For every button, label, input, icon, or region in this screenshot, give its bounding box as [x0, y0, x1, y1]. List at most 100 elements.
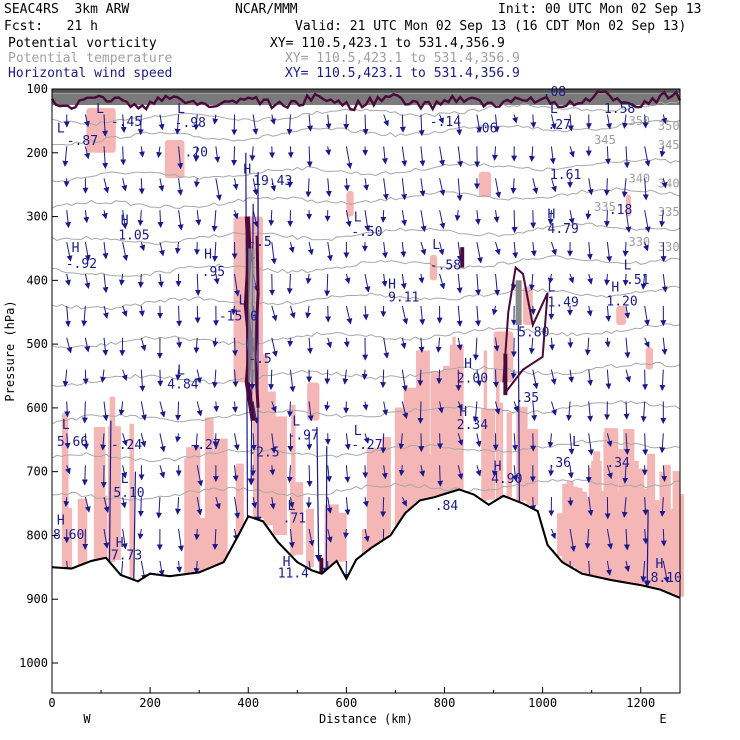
wind-vector [289, 369, 296, 393]
theta-isentrope [51, 100, 681, 127]
y-tick-label: 800 [26, 528, 48, 542]
wind-vector [270, 178, 277, 192]
wind-vector [137, 114, 144, 136]
wind-vector [325, 178, 332, 197]
wind-vector [174, 242, 181, 255]
wind-vector [196, 369, 202, 384]
wind-vector [548, 337, 555, 351]
wind-vector [121, 210, 128, 230]
wind-vector [176, 337, 183, 349]
theta-isentrope [51, 323, 681, 349]
wind-vector [252, 178, 259, 196]
pv-extremum-label: 1.05 [118, 228, 149, 243]
field-theta-xy: XY= 110.5,423.1 to 531.4,356.9 [285, 51, 520, 66]
wind-vector [532, 178, 539, 195]
pv-fill-streak [449, 344, 464, 493]
wind-vector [456, 337, 463, 351]
wind-vector [547, 433, 554, 449]
pv-extremum-label: -.58 [430, 258, 461, 273]
field-wind-xy: XY= 110.5,423.1 to 531.4,356.9 [285, 66, 520, 81]
wind-vector [661, 114, 668, 125]
wind-vector [587, 273, 593, 285]
pv-extremum-label: -.5 [248, 352, 271, 367]
wind-vector [642, 433, 649, 456]
wind-vector [344, 273, 351, 285]
pv-extremum-label: .95 [202, 265, 225, 280]
wind-vector [550, 241, 557, 256]
wind-vector [381, 242, 388, 259]
pv-extremum-label: 8.10 [651, 571, 682, 586]
wind-vector [64, 305, 71, 328]
wind-vector [567, 114, 574, 132]
wind-vector [475, 433, 482, 448]
wind-vector [457, 465, 464, 480]
wind-vector [659, 146, 666, 158]
pv-fill-streak [442, 365, 450, 495]
pv-extremum-label: -.24 [111, 438, 142, 453]
theta-level-label: 335 [594, 200, 616, 214]
wind-vector [644, 146, 651, 167]
pv-tower-core [253, 235, 260, 408]
wind-vector [344, 465, 351, 483]
wind-vector [156, 146, 163, 159]
wind-vector [417, 369, 424, 387]
wind-vector [381, 273, 388, 288]
wind-vector [362, 401, 369, 411]
pv-extremum-label: -.50 [351, 225, 382, 240]
pv-extremum-label: L [572, 435, 580, 450]
wind-vector [288, 241, 295, 254]
wind-vector [270, 433, 277, 454]
wind-vector [621, 178, 628, 198]
theta-isentrope [51, 187, 681, 210]
wind-vector [457, 401, 463, 411]
wind-vector [475, 465, 482, 477]
plot-frame [51, 88, 681, 694]
wind-vector [65, 465, 71, 475]
wind-vector [382, 178, 389, 201]
wind-vector [232, 465, 239, 482]
pv-extremum-label: L [238, 293, 246, 308]
pv-fill-streak [366, 447, 380, 552]
pv-extremum-label: 5.80 [518, 325, 549, 340]
wind-vector [621, 497, 628, 518]
pv-fill-streak [335, 512, 347, 562]
wind-vector [118, 273, 125, 286]
wind-vector [158, 178, 165, 192]
pv-extremum-label: -15.0 [219, 309, 258, 324]
wind-vector [289, 305, 296, 319]
wind-vector [326, 528, 333, 543]
wind-vector [456, 305, 463, 327]
wind-vector [364, 210, 371, 232]
pv-fill-streak [646, 488, 654, 587]
wind-vector [343, 529, 349, 539]
wind-vector [101, 210, 108, 220]
wind-vector [305, 305, 312, 319]
pv-contour-loop [502, 265, 549, 393]
wind-vector [345, 210, 352, 228]
theta-isentrope [51, 255, 681, 277]
x-tick-label: 0 [48, 696, 55, 710]
pv-fill-streak [108, 426, 121, 561]
y-tick-label: 700 [26, 465, 48, 479]
wind-vector [456, 273, 463, 294]
valid-label: Valid: 21 UTC Mon 02 Sep 13 (16 CDT Mon … [295, 19, 687, 34]
pv-fill-streak [566, 481, 574, 565]
wind-vector [419, 146, 426, 167]
wind-vector [621, 114, 628, 129]
wind-vector [381, 465, 388, 480]
x-tick-label: 400 [237, 696, 259, 710]
pv-fill-streak [430, 371, 445, 499]
wind-vector [530, 305, 537, 315]
wind-vector [624, 305, 631, 319]
wind-vector [659, 210, 666, 228]
y-tick-label: 100 [26, 82, 48, 96]
wind-vector [271, 401, 277, 413]
pv-fill-streak [556, 513, 567, 557]
wind-vector [307, 401, 314, 422]
wind-vector [381, 146, 388, 165]
pv-extremum-label: L [624, 258, 632, 273]
wind-vector [158, 114, 165, 131]
wind-vector [196, 497, 203, 516]
wind-vector [472, 337, 479, 361]
y-tick-label: 900 [26, 592, 48, 606]
